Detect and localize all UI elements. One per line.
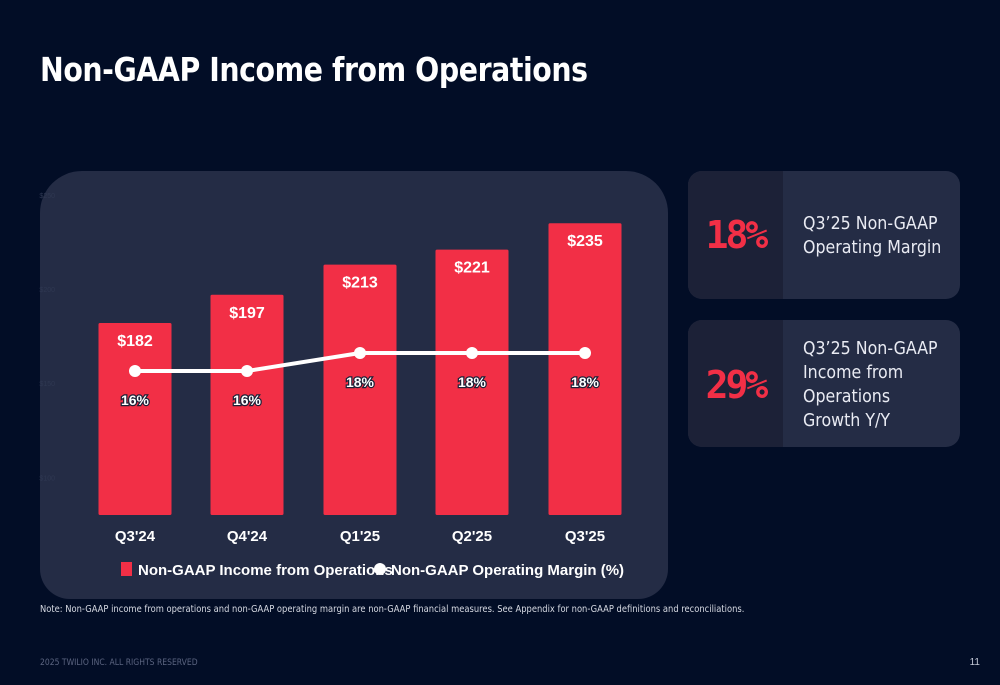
bar-value-label: $221: [454, 260, 490, 277]
kpi-value: 29%: [705, 363, 769, 407]
kpi-value-panel: [688, 171, 783, 299]
y-tick-label: $250: [39, 193, 55, 200]
bar-value-label: $235: [567, 233, 603, 250]
y-tick-label: $150: [39, 381, 55, 388]
margin-point: [579, 347, 591, 359]
kpi-description-line: Q3’25 Non-GAAP: [803, 213, 938, 234]
footnote: Note: Non-GAAP income from operations an…: [40, 604, 745, 615]
bar: [548, 223, 622, 515]
margin-value-label: 18%: [346, 374, 375, 390]
y-tick-label: $100: [39, 475, 55, 482]
bar: [98, 323, 172, 515]
x-tick-label: Q2'25: [452, 528, 492, 545]
legend-swatch-line: [374, 563, 386, 575]
copyright: 2025 TWILIO INC. ALL RIGHTS RESERVED: [40, 658, 198, 668]
kpi-description-line: Operating Margin: [803, 237, 942, 258]
kpi-description: Q3’25 Non-GAAP Operating Margin: [803, 212, 942, 260]
kpi-description: Q3’25 Non-GAAP Income from Operations Gr…: [803, 337, 938, 433]
margin-point: [129, 365, 141, 377]
margin-value-label: 16%: [121, 392, 150, 408]
kpi-value-panel: [688, 320, 783, 447]
x-tick-label: Q3'24: [115, 528, 156, 545]
legend-label: Non-GAAP Operating Margin (%): [391, 562, 624, 579]
bar-value-label: $182: [117, 333, 153, 350]
x-tick-label: Q3'25: [565, 528, 605, 545]
kpi-description-line: Operations: [803, 386, 891, 407]
page-number: 11: [969, 657, 980, 668]
page-title: Non-GAAP Income from Operations: [40, 50, 588, 89]
margin-point: [241, 365, 253, 377]
margin-value-label: 16%: [233, 392, 262, 408]
kpi-card-income-growth: 29% Q3’25 Non-GAAP Income from Operation…: [688, 320, 960, 447]
kpi-description-line: Income from: [803, 362, 904, 383]
x-tick-label: Q4'24: [227, 528, 268, 545]
bar-value-label: $213: [342, 275, 378, 292]
bar: [210, 294, 284, 515]
y-tick-label: $200: [39, 287, 55, 294]
margin-point: [354, 347, 366, 359]
kpi-card-operating-margin: 18% Q3’25 Non-GAAP Operating Margin: [688, 171, 960, 299]
legend-label: Non-GAAP Income from Operations: [138, 562, 393, 579]
bar: [323, 264, 397, 515]
margin-point: [466, 347, 478, 359]
margin-value-label: 18%: [458, 374, 487, 390]
legend-swatch-bar: [121, 562, 132, 576]
bar: [435, 249, 509, 515]
bar-value-label: $197: [229, 305, 265, 322]
kpi-description-line: Q3’25 Non-GAAP: [803, 338, 938, 359]
kpi-description-line: Growth Y/Y: [803, 410, 891, 431]
kpi-value: 18%: [705, 213, 769, 257]
x-tick-label: Q1'25: [340, 528, 380, 545]
margin-value-label: 18%: [571, 374, 600, 390]
